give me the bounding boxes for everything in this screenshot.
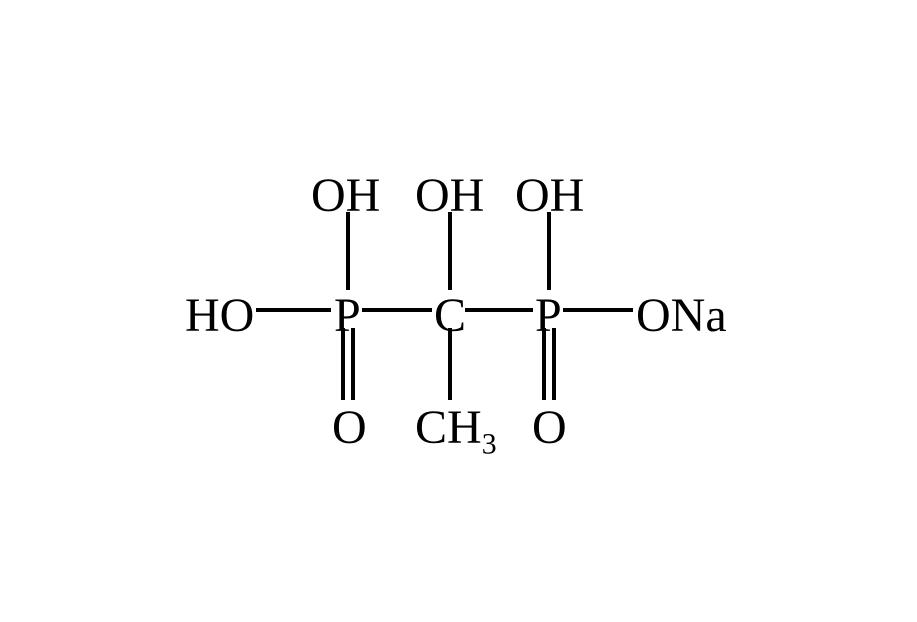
atom-HO_left: HO	[185, 292, 254, 340]
bond	[448, 212, 452, 290]
bond	[552, 328, 556, 400]
bond	[547, 212, 551, 290]
bond	[341, 328, 345, 400]
bond	[465, 308, 533, 312]
bond	[542, 328, 546, 400]
atom-ONa: ONa	[636, 292, 727, 340]
atom-P_right: P	[535, 292, 562, 340]
atom-O_br: O	[532, 404, 567, 452]
chemical-structure-diagram: HOPCPONaOHOHOHOCH3O	[0, 0, 917, 622]
bond	[256, 308, 331, 312]
bond	[362, 308, 432, 312]
atom-CH3: CH3	[415, 404, 497, 452]
atom-P_left: P	[334, 292, 361, 340]
bond	[346, 212, 350, 290]
bond	[563, 308, 633, 312]
bond	[351, 328, 355, 400]
atom-O_bl: O	[332, 404, 367, 452]
bond	[448, 328, 452, 400]
